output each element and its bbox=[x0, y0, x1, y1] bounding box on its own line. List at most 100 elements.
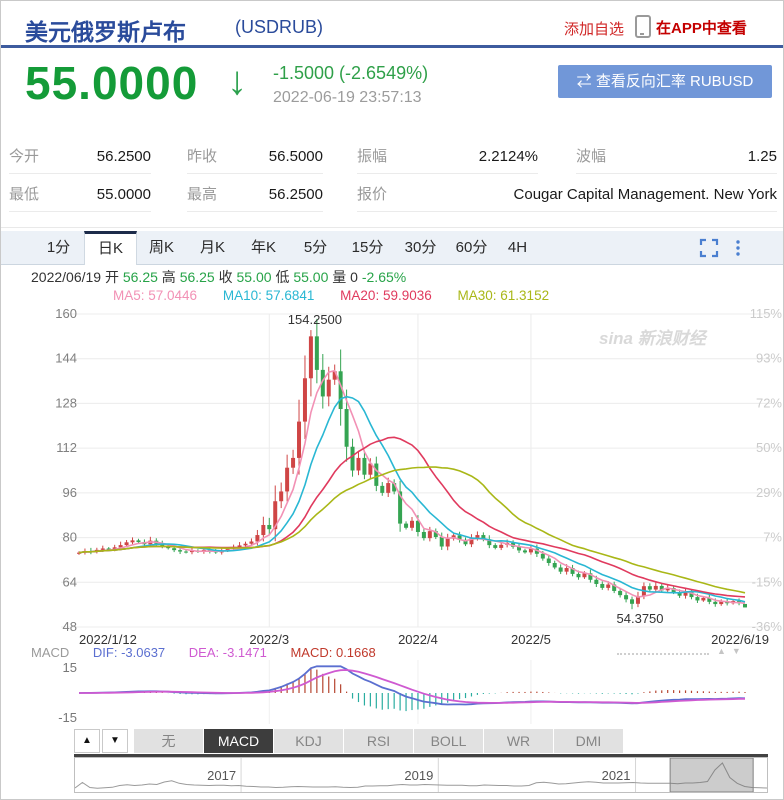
bar-volume-label: 量 bbox=[332, 269, 347, 285]
panel-down-button[interactable]: ▼ bbox=[102, 729, 128, 753]
indicator-tab-boll[interactable]: BOLL bbox=[414, 729, 484, 753]
quote-timestamp: 2022-06-19 23:57:13 bbox=[273, 89, 422, 106]
macd-value: MACD: 0.1668 bbox=[290, 645, 376, 660]
ma5-label: MA5: 57.0446 bbox=[113, 288, 198, 303]
svg-text:160: 160 bbox=[55, 306, 77, 321]
bar-low-label: 低 bbox=[275, 269, 290, 285]
indicator-tab-kdj[interactable]: KDJ bbox=[274, 729, 344, 753]
ma10-label: MA10: 57.6841 bbox=[222, 288, 315, 303]
svg-text:sina 新浪财经: sina 新浪财经 bbox=[599, 329, 708, 348]
tab-5min[interactable]: 5分 bbox=[303, 239, 328, 256]
svg-text:2022/1/12: 2022/1/12 bbox=[79, 632, 137, 647]
panel-up-button[interactable]: ▲ bbox=[74, 729, 100, 753]
bar-date: 2022/06/19 bbox=[31, 269, 102, 285]
svg-text:54.3750: 54.3750 bbox=[617, 611, 664, 626]
svg-text:2017: 2017 bbox=[207, 768, 236, 783]
quote-cell-range: 波幅 1.25 bbox=[576, 141, 777, 174]
amplitude-label: 振幅 bbox=[357, 148, 388, 165]
prev-close-value: 56.5000 bbox=[268, 148, 323, 165]
indicator-tab-macd[interactable]: MACD bbox=[204, 729, 274, 753]
source-label: 报价 bbox=[357, 186, 388, 203]
tab-weekly[interactable]: 周K bbox=[148, 239, 174, 256]
quote-cell-open: 今开 56.2500 bbox=[9, 141, 151, 174]
svg-text:80: 80 bbox=[63, 530, 77, 545]
quote-cell-prev: 昨收 56.5000 bbox=[187, 141, 323, 174]
svg-text:128: 128 bbox=[55, 395, 77, 410]
last-price: 55.0000 bbox=[25, 57, 199, 109]
indicator-tab-dmi[interactable]: DMI bbox=[554, 729, 624, 753]
svg-text:15: 15 bbox=[63, 660, 77, 675]
open-value: 56.2500 bbox=[96, 148, 151, 165]
ma30-label: MA30: 61.3152 bbox=[457, 288, 550, 303]
macd-scrollbar[interactable] bbox=[617, 653, 709, 655]
low-value: 55.0000 bbox=[96, 186, 151, 203]
price-change: -1.5000 (-2.6549%) bbox=[273, 63, 429, 83]
high-label: 最高 bbox=[187, 186, 218, 203]
range-label: 波幅 bbox=[576, 148, 607, 165]
bar-volume-value: 0 bbox=[350, 269, 358, 285]
svg-text:115%: 115% bbox=[750, 306, 783, 321]
bar-close-value: 55.00 bbox=[236, 269, 272, 285]
prev-close-label: 昨收 bbox=[187, 148, 218, 165]
tab-daily[interactable]: 日K bbox=[84, 231, 137, 265]
down-arrow-icon: ↓ bbox=[227, 59, 247, 103]
tab-60min[interactable]: 60分 bbox=[455, 239, 488, 256]
candlestick-chart[interactable]: 160 115% 144 93% 128 72% 112 50% 96 29% 80 7% 64 -15%… bbox=[1, 304, 784, 660]
view-in-app-link[interactable]: 在APP中查看 bbox=[656, 20, 747, 37]
dif-value: DIF: -3.0637 bbox=[92, 645, 166, 660]
timeline-navigator[interactable]: 2017 2019 2021 bbox=[74, 757, 768, 793]
bar-change-value: -2.65% bbox=[361, 269, 407, 285]
tab-15min[interactable]: 15分 bbox=[351, 239, 384, 256]
svg-text:112: 112 bbox=[56, 440, 77, 455]
section-divider bbox=[1, 227, 783, 228]
dea-value: DEA: -3.1471 bbox=[188, 645, 267, 660]
amplitude-value: 2.2124% bbox=[478, 148, 538, 165]
quote-cell-source: 报价 Cougar Capital Management. New York bbox=[357, 179, 777, 212]
range-value: 1.25 bbox=[747, 148, 777, 165]
scroll-up-icon[interactable]: ▲ bbox=[717, 646, 732, 656]
fullscreen-icon[interactable] bbox=[699, 238, 719, 258]
bar-close-label: 收 bbox=[218, 269, 233, 285]
bar-open-label: 开 bbox=[104, 269, 119, 285]
tab-4h[interactable]: 4H bbox=[507, 239, 528, 256]
macd-scroll-arrows[interactable]: ▲▼ bbox=[717, 646, 747, 656]
svg-text:2022/6/19: 2022/6/19 bbox=[711, 632, 769, 647]
ma20-label: MA20: 59.9036 bbox=[340, 288, 432, 303]
indicator-tab-none[interactable]: 无 bbox=[134, 729, 204, 753]
svg-text:50%: 50% bbox=[756, 440, 782, 455]
svg-text:144: 144 bbox=[55, 351, 77, 366]
svg-text:2022/4: 2022/4 bbox=[398, 632, 438, 647]
bar-high-value: 56.25 bbox=[179, 269, 215, 285]
open-label: 今开 bbox=[9, 148, 40, 165]
header-divider bbox=[1, 45, 783, 48]
tab-monthly[interactable]: 月K bbox=[199, 239, 225, 256]
ohlc-info-bar: 2022/06/19 开 56.25 高 56.25 收 55.00 低 55.… bbox=[31, 267, 406, 287]
svg-text:2019: 2019 bbox=[404, 768, 433, 783]
more-options-icon[interactable] bbox=[735, 239, 741, 257]
phone-icon bbox=[635, 15, 651, 38]
svg-text:72%: 72% bbox=[756, 395, 782, 410]
tab-yearly[interactable]: 年K bbox=[250, 239, 276, 256]
reverse-rate-button[interactable]: ⇄ 查看反向汇率 RUBUSD bbox=[558, 65, 772, 98]
bar-open-value: 56.25 bbox=[122, 269, 158, 285]
add-watchlist-link[interactable]: 添加自选 bbox=[564, 21, 625, 38]
bar-low-value: 55.00 bbox=[293, 269, 329, 285]
navigator-chart[interactable]: 2017 2019 2021 bbox=[75, 758, 767, 792]
tab-1min[interactable]: 1分 bbox=[46, 239, 71, 256]
indicator-tab-wr[interactable]: WR bbox=[484, 729, 554, 753]
macd-chart[interactable]: 15 -15 bbox=[1, 660, 784, 726]
svg-text:29%: 29% bbox=[756, 485, 782, 500]
svg-text:48: 48 bbox=[63, 619, 77, 634]
svg-text:96: 96 bbox=[63, 485, 77, 500]
bar-high-label: 高 bbox=[161, 269, 176, 285]
indicator-tab-rsi[interactable]: RSI bbox=[344, 729, 414, 753]
quote-cell-low: 最低 55.0000 bbox=[9, 179, 151, 212]
macd-legend: MACD DIF: -3.0637 DEA: -3.1471 MACD: 0.1… bbox=[31, 645, 396, 660]
svg-text:-36%: -36% bbox=[752, 619, 783, 634]
svg-text:2022/3: 2022/3 bbox=[249, 632, 289, 647]
svg-text:7%: 7% bbox=[763, 530, 782, 545]
low-label: 最低 bbox=[9, 186, 40, 203]
scroll-down-icon[interactable]: ▼ bbox=[731, 646, 747, 656]
tab-30min[interactable]: 30分 bbox=[404, 239, 437, 256]
